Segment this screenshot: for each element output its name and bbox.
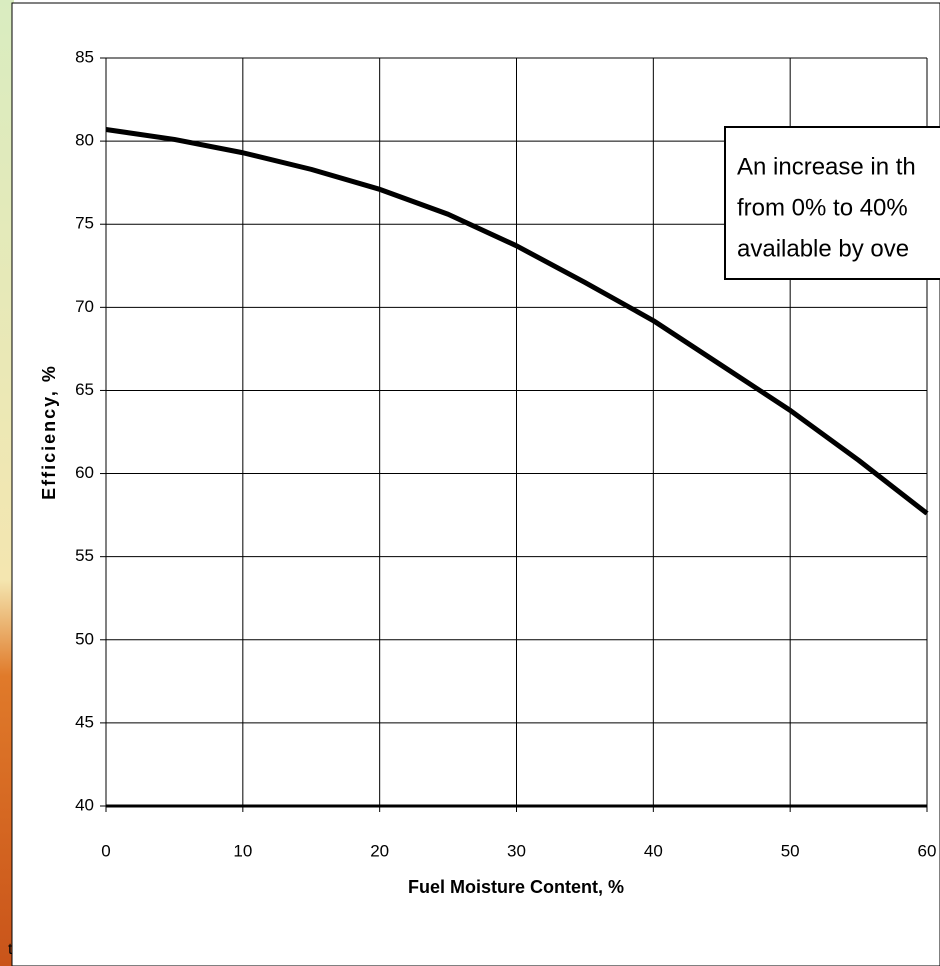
page: {"chart_data": {"type": "line", "xlabel"… (0, 0, 940, 966)
x-tick-label: 10 (233, 841, 252, 860)
x-axis-label: Fuel Moisture Content, % (408, 877, 624, 897)
x-tick-label: 0 (101, 841, 110, 860)
y-tick-label: 45 (75, 712, 94, 731)
x-tick-label: 50 (781, 841, 800, 860)
annotation-box: An increase in th from 0% to 40% available… (725, 127, 940, 279)
y-axis-label: Efficiency, % (39, 364, 59, 500)
y-tick-label: 75 (75, 214, 94, 233)
y-tick-label: 50 (75, 629, 94, 648)
y-tick-label: 80 (75, 131, 94, 150)
chart: t Efficiency, % Fuel Moisture Content, %… (0, 0, 940, 966)
y-tick-label: 65 (75, 380, 94, 399)
y-tick-label: 60 (75, 463, 94, 482)
y-tick-label: 55 (75, 546, 94, 565)
x-tick-label: 20 (370, 841, 389, 860)
x-tick-label: 30 (507, 841, 526, 860)
annotation-line: An increase in th (737, 153, 916, 180)
x-tick-label: 60 (918, 841, 937, 860)
y-tick-label: 70 (75, 297, 94, 316)
x-tick-label: 40 (644, 841, 663, 860)
y-tick-label: 40 (75, 795, 94, 814)
annotation-line: available by ove (737, 235, 909, 262)
side-text: t (8, 941, 13, 958)
annotation-line: from 0% to 40% (737, 194, 908, 221)
y-tick-label: 85 (75, 47, 94, 66)
